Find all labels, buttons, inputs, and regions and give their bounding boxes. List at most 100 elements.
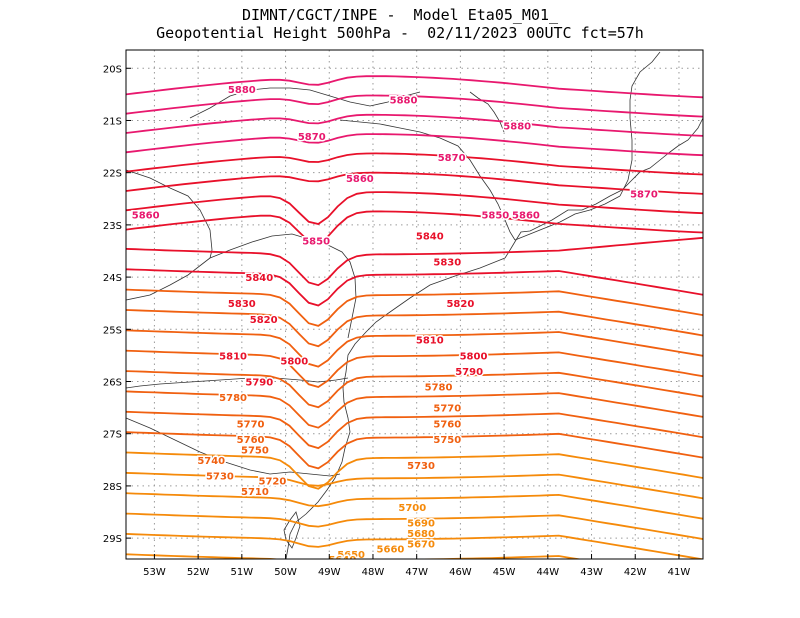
contour-label-5730: 5730 (206, 471, 234, 482)
lat-tick-label: 26S (103, 378, 122, 389)
contour-label-5750: 5750 (241, 445, 269, 456)
contour-5770 (126, 309, 703, 348)
contour-label-5760: 5760 (433, 419, 461, 430)
lat-tick-label: 28S (103, 482, 122, 493)
reservoir-river (469, 91, 505, 133)
lat-tick-label: 23S (103, 221, 122, 232)
contour-label-5690: 5690 (407, 518, 435, 529)
lon-tick-label: 42W (624, 567, 647, 578)
contour-label-5720: 5720 (259, 477, 287, 488)
contour-5830 (126, 171, 703, 195)
plot-background (126, 50, 703, 559)
state-border-pr-sc (126, 377, 349, 389)
contour-5710 (126, 431, 703, 470)
contour-5640 (126, 575, 703, 601)
contour-5690 (126, 472, 703, 500)
longitude-axis: 53W 52W 51W 50W 49W 48W 47W 46W 45W 44W 43W 42W 41W (143, 554, 690, 578)
contour-5660 (126, 533, 703, 559)
contour-label-5830: 5830 (228, 299, 256, 310)
contour-label-5880: 5880 (390, 96, 418, 107)
lat-tick-label: 20S (103, 64, 122, 75)
coastline-south (285, 257, 506, 559)
contour-label-5870: 5870 (438, 153, 466, 164)
contour-5880 (126, 75, 703, 99)
lon-tick-label: 43W (580, 567, 603, 578)
contour-label-5800: 5800 (280, 357, 308, 368)
coastline (504, 117, 703, 259)
contour-5730 (126, 390, 703, 429)
height-contours (126, 75, 703, 601)
contour-label-5710: 5710 (241, 487, 269, 498)
contour-label-5860: 5860 (346, 174, 374, 185)
contour-label-5880: 5880 (503, 122, 531, 133)
contour-5850 (126, 133, 703, 157)
contour-label-5750: 5750 (433, 435, 461, 446)
lon-tick-label: 41W (668, 567, 691, 578)
lat-tick-label: 27S (103, 430, 122, 441)
contour-label-5660: 5660 (377, 545, 405, 556)
lat-tick-label: 25S (103, 325, 122, 336)
lon-tick-label: 49W (318, 567, 341, 578)
contour-5810 (126, 210, 703, 245)
contour-5720 (126, 410, 703, 450)
contour-5780 (126, 288, 703, 327)
contour-label-5840: 5840 (245, 273, 273, 284)
lon-tick-label: 50W (274, 567, 297, 578)
contour-labels: 5880588058805870587058705860586058605850… (130, 84, 659, 566)
contour-5740 (126, 370, 703, 409)
lat-tick-label: 24S (103, 273, 122, 284)
contour-5650 (126, 553, 583, 559)
state-border-ms-sp (189, 87, 421, 119)
lat-tick-label: 22S (103, 169, 122, 180)
lon-tick-label: 52W (187, 567, 210, 578)
contour-label-5810: 5810 (416, 336, 444, 347)
lon-tick-label: 45W (493, 567, 516, 578)
contour-5820 (126, 191, 703, 225)
state-border-ms-pr (126, 257, 211, 301)
contour-label-5820: 5820 (446, 299, 474, 310)
contour-label-5860: 5860 (132, 210, 160, 221)
lon-tick-label: 47W (405, 567, 428, 578)
map-title-line-2: Geopotential Height 500hPa - 02/11/2023 … (156, 24, 644, 42)
contour-5870 (126, 94, 703, 118)
contour-5860 (126, 113, 703, 137)
contour-5800 (126, 236, 703, 287)
contour-label-5790: 5790 (245, 378, 273, 389)
contour-label-5840: 5840 (416, 231, 444, 242)
lon-tick-label: 51W (231, 567, 254, 578)
plot-frame (125, 49, 704, 560)
lat-tick-label: 29S (103, 534, 122, 545)
contour-label-5740: 5740 (197, 456, 225, 467)
contour-label-5640: 5640 (328, 555, 356, 566)
lon-tick-label: 53W (143, 567, 166, 578)
contour-label-5850: 5850 (481, 210, 509, 221)
contour-label-5850: 5850 (302, 237, 330, 248)
contour-label-5800: 5800 (460, 351, 488, 362)
contour-label-5770: 5770 (237, 419, 265, 430)
contour-label-5670: 5670 (407, 539, 435, 550)
contour-label-5730: 5730 (407, 461, 435, 472)
contour-label-5760: 5760 (237, 435, 265, 446)
lon-tick-label: 48W (362, 567, 385, 578)
contour-label-5700: 5700 (398, 503, 426, 514)
lagoon (283, 511, 301, 549)
state-border-mg-rj (514, 195, 621, 241)
contour-label-5860: 5860 (512, 210, 540, 221)
contour-label-5680: 5680 (407, 529, 435, 540)
contour-5680 (126, 492, 703, 520)
lon-tick-label: 46W (449, 567, 472, 578)
lon-tick-label: 44W (537, 567, 560, 578)
lat-tick-label: 21S (103, 116, 122, 127)
contour-label-5870: 5870 (630, 190, 658, 201)
contour-label-5880: 5880 (228, 85, 256, 96)
contour-5750 (126, 349, 703, 388)
contour-label-5830: 5830 (433, 257, 461, 268)
map-title-line-1: DIMNT/CGCT/INPE - Model Eta05_M01_ (241, 6, 559, 24)
state-border-sc-rs (126, 417, 341, 477)
contour-5670 (126, 512, 703, 540)
contour-label-5790: 5790 (455, 367, 483, 378)
contour-label-5650: 5650 (337, 550, 365, 561)
contour-label-5870: 5870 (298, 132, 326, 143)
contour-label-5780: 5780 (425, 383, 453, 394)
